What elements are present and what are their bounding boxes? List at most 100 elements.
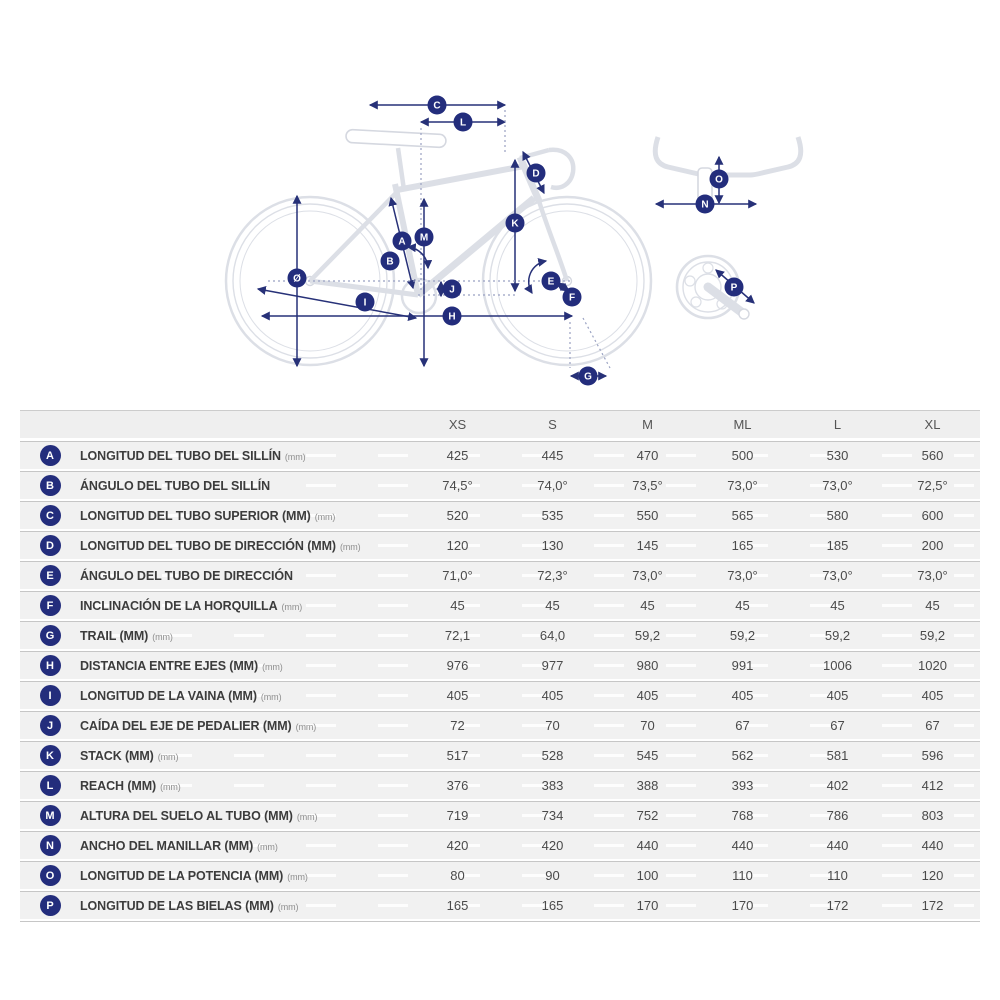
row-letter-badge: K: [39, 745, 61, 766]
geometry-value-cell: 72,5°: [917, 478, 948, 493]
diagram-letter-badge-text: B: [386, 257, 393, 268]
row-label: ANCHO DEL MANILLAR (MM): [80, 838, 254, 853]
diagram-letter-badge: [414, 227, 434, 247]
row-unit: (mm): [339, 541, 361, 552]
bike-side-view-drawing: [224, 128, 653, 367]
row-unit: (mm): [160, 781, 181, 792]
diagram-badges: C L D A M B K E F J I H G Ø O N P: [287, 95, 744, 386]
geometry-value-cell: 165: [731, 538, 754, 553]
diagram-letter-badge-text: M: [420, 233, 428, 244]
diagram-letter-badge: [578, 366, 598, 386]
size-column-header: XL: [924, 417, 941, 432]
geometry-value-cell: 596: [921, 748, 944, 763]
row-unit: (mm): [314, 511, 336, 522]
table-row: M ALTURA DEL SUELO AL TUBO (MM) (mm) 719 7…: [20, 801, 980, 829]
row-letter-badge: O: [39, 865, 61, 886]
size-column-header: L: [833, 417, 842, 432]
geometry-value-cell: 59,2: [729, 628, 756, 643]
geometry-value-cell: 405: [541, 688, 564, 703]
size-column-header: S: [548, 417, 557, 432]
geometry-value-cell: 535: [541, 508, 564, 523]
row-letter-badge: E: [39, 565, 61, 586]
table-row: L REACH (MM) (mm) 376 383 388 393 402 412: [20, 771, 980, 799]
diagram-letter-badge: [442, 306, 462, 326]
geometry-value-cell: 440: [921, 838, 944, 853]
diagram-letter-badge-text: F: [569, 293, 575, 304]
row-label: LONGITUD DEL TUBO SUPERIOR (MM): [80, 508, 311, 523]
geometry-value-cell: 405: [446, 688, 469, 703]
geometry-value-cell: 600: [921, 508, 944, 523]
geometry-value-cell: 734: [541, 808, 564, 823]
diagram-letter-badge: [695, 194, 715, 214]
diagram-letter-badge: [526, 163, 546, 183]
geometry-value-cell: 520: [446, 508, 469, 523]
geometry-value-cell: 145: [636, 538, 659, 553]
diagram-letter-badge-text: K: [511, 219, 519, 230]
table-row: C LONGITUD DEL TUBO SUPERIOR (MM) (mm) 52…: [20, 501, 980, 529]
geometry-value-cell: 420: [446, 838, 469, 853]
geometry-value-cell: 470: [636, 448, 659, 463]
geometry-value-cell: 752: [636, 808, 659, 823]
geometry-value-cell: 425: [446, 448, 469, 463]
geometry-value-cell: 200: [921, 538, 944, 553]
diagram-letter-badge: [380, 251, 400, 271]
diagram-letter-badge-text: D: [532, 169, 539, 180]
row-letter-badge: J: [39, 715, 61, 736]
row-letter-badge: H: [39, 655, 61, 676]
diagram-letter-badge-text: N: [701, 200, 708, 211]
row-label: TRAIL (MM): [80, 628, 149, 643]
size-column-header: ML: [733, 417, 752, 432]
geometry-value-cell: 45: [450, 598, 465, 613]
geometry-value-cell: 73,0°: [632, 568, 663, 583]
diagram-letter-badge-text: C: [433, 101, 440, 112]
diagram-letter-badge-text: I: [364, 298, 367, 309]
row-unit: (mm): [281, 601, 303, 612]
geometry-value-cell: 517: [446, 748, 469, 763]
size-column-header: M: [642, 417, 653, 432]
geometry-value-cell: 130: [541, 538, 564, 553]
table-row: A LONGITUD DEL TUBO DEL SILLÍN (mm) 425 44…: [20, 441, 980, 469]
geometry-value-cell: 803: [921, 808, 944, 823]
row-letter-badge: N: [39, 835, 61, 856]
geometry-value-cell: 528: [541, 748, 564, 763]
geometry-value-cell: 120: [921, 868, 944, 883]
row-label: REACH (MM): [80, 778, 157, 793]
geometry-table-body: A LONGITUD DEL TUBO DEL SILLÍN (mm) 425 44…: [20, 441, 980, 922]
geometry-value-cell: 59,2: [824, 628, 851, 643]
geometry-value-cell: 170: [731, 898, 754, 913]
diagram-letter-badge: [427, 95, 447, 115]
row-unit: (mm): [260, 691, 282, 702]
row-unit: (mm): [262, 661, 283, 672]
crankset-drawing: [675, 254, 755, 320]
table-row: H DISTANCIA ENTRE EJES (MM) (mm) 976 977 98…: [20, 651, 980, 679]
diagram-letter-badge: [355, 292, 375, 312]
geometry-value-cell: 67: [925, 718, 940, 733]
row-unit: (mm): [287, 871, 308, 882]
geometry-value-cell: 581: [826, 748, 849, 763]
row-unit: (mm): [152, 631, 173, 642]
table-row: O LONGITUD DE LA POTENCIA (MM) (mm) 80 90 1…: [20, 861, 980, 889]
geometry-value-cell: 80: [450, 868, 465, 883]
geometry-value-cell: 72,1: [444, 628, 471, 643]
diagram-letter-badge-text: L: [460, 118, 466, 129]
row-label: ALTURA DEL SUELO AL TUBO (MM): [80, 808, 293, 823]
geometry-value-cell: 71,0°: [442, 568, 473, 583]
geometry-value-cell: 440: [636, 838, 659, 853]
geometry-value-cell: 550: [636, 508, 659, 523]
geometry-value-cell: 165: [541, 898, 564, 913]
diagram-letter-badge: [442, 279, 462, 299]
table-row: F INCLINACIÓN DE LA HORQUILLA (mm) 45 45 45…: [20, 591, 980, 619]
row-unit: (mm): [295, 721, 317, 732]
row-label: CAÍDA DEL EJE DE PEDALIER (MM): [80, 718, 292, 733]
geometry-value-cell: 72,3°: [537, 568, 568, 583]
geometry-value-cell: 976: [446, 658, 469, 673]
geometry-value-cell: 405: [826, 688, 849, 703]
row-letter-badge: A: [39, 445, 61, 466]
row-unit: (mm): [284, 451, 306, 462]
geometry-value-cell: 991: [731, 658, 754, 673]
geometry-value-cell: 73,0°: [727, 478, 758, 493]
geometry-value-cell: 59,2: [919, 628, 946, 643]
table-row: G TRAIL (MM) (mm) 72,1 64,0 59,2 59,2 59,2 59,…: [20, 621, 980, 649]
geometry-value-cell: 768: [731, 808, 754, 823]
